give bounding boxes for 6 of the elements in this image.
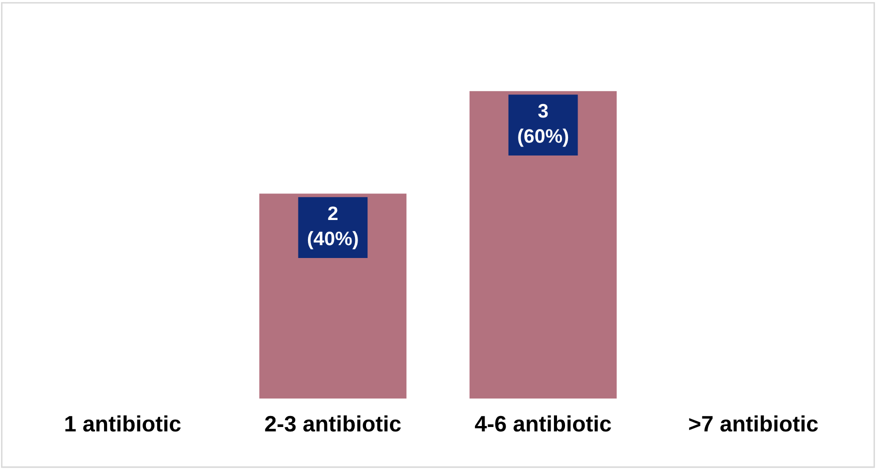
x-tick-label: 4-6 antibiotic (474, 415, 612, 432)
data-label: 3 (60%) (518, 104, 568, 147)
x-tick-label: 1 antibiotic (65, 415, 181, 432)
x-tick-label: 2-3 antibiotic (265, 415, 401, 432)
data-label: 2 (40%) (308, 206, 358, 250)
x-tick-label: >7 antibiotic (689, 415, 818, 432)
